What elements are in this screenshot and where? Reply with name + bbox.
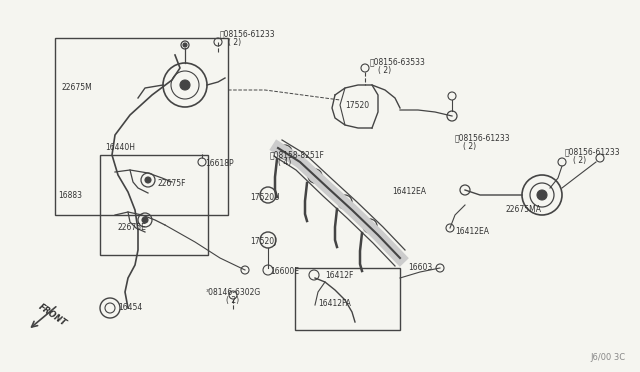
Circle shape [342, 199, 348, 205]
Circle shape [312, 173, 318, 179]
Circle shape [282, 149, 288, 155]
Text: ( 4): ( 4) [278, 158, 291, 167]
Text: 22675F: 22675F [158, 179, 186, 187]
Text: ( 2): ( 2) [227, 296, 239, 305]
Text: 16412EA: 16412EA [455, 228, 489, 237]
Circle shape [537, 190, 547, 200]
Text: 16600E: 16600E [270, 267, 299, 276]
Circle shape [180, 80, 190, 90]
Text: Ⓑ08158-8251F: Ⓑ08158-8251F [270, 151, 325, 160]
Text: 16603: 16603 [408, 263, 432, 273]
Text: 16412EA: 16412EA [392, 187, 426, 196]
Text: ( 2): ( 2) [463, 141, 476, 151]
Circle shape [145, 177, 151, 183]
Text: Ⓑ08156-61233: Ⓑ08156-61233 [565, 148, 621, 157]
Text: 16618P: 16618P [205, 160, 234, 169]
Text: 16883: 16883 [58, 190, 82, 199]
Text: 16454: 16454 [118, 304, 142, 312]
Text: 16440H: 16440H [105, 144, 135, 153]
Text: 17520J: 17520J [250, 237, 276, 247]
Text: Ⓑ08156-61233: Ⓑ08156-61233 [455, 134, 511, 142]
Text: ( 2): ( 2) [228, 38, 241, 46]
Text: 17520U: 17520U [250, 193, 280, 202]
Text: ³08146-6302G: ³08146-6302G [205, 288, 260, 297]
Text: 16412FA: 16412FA [318, 299, 351, 308]
Text: Ⓑ08156-61233: Ⓑ08156-61233 [220, 29, 276, 38]
Text: ( 2): ( 2) [573, 155, 586, 164]
Bar [100, 155, 208, 255]
Circle shape [183, 43, 187, 47]
Text: 22675MA: 22675MA [505, 205, 541, 215]
Text: 16412F: 16412F [325, 272, 353, 280]
Circle shape [367, 223, 373, 229]
Text: 22675M: 22675M [62, 83, 93, 93]
Bar [55, 38, 228, 215]
Bar [295, 268, 400, 330]
Text: 17520: 17520 [345, 100, 369, 109]
Text: 22675E: 22675E [118, 224, 147, 232]
Text: FRONT: FRONT [36, 302, 68, 328]
Text: Ⓑ08156-63533: Ⓑ08156-63533 [370, 58, 426, 67]
Circle shape [142, 217, 148, 223]
Text: ( 2): ( 2) [378, 65, 391, 74]
Text: J6/00 3C: J6/00 3C [590, 353, 625, 362]
